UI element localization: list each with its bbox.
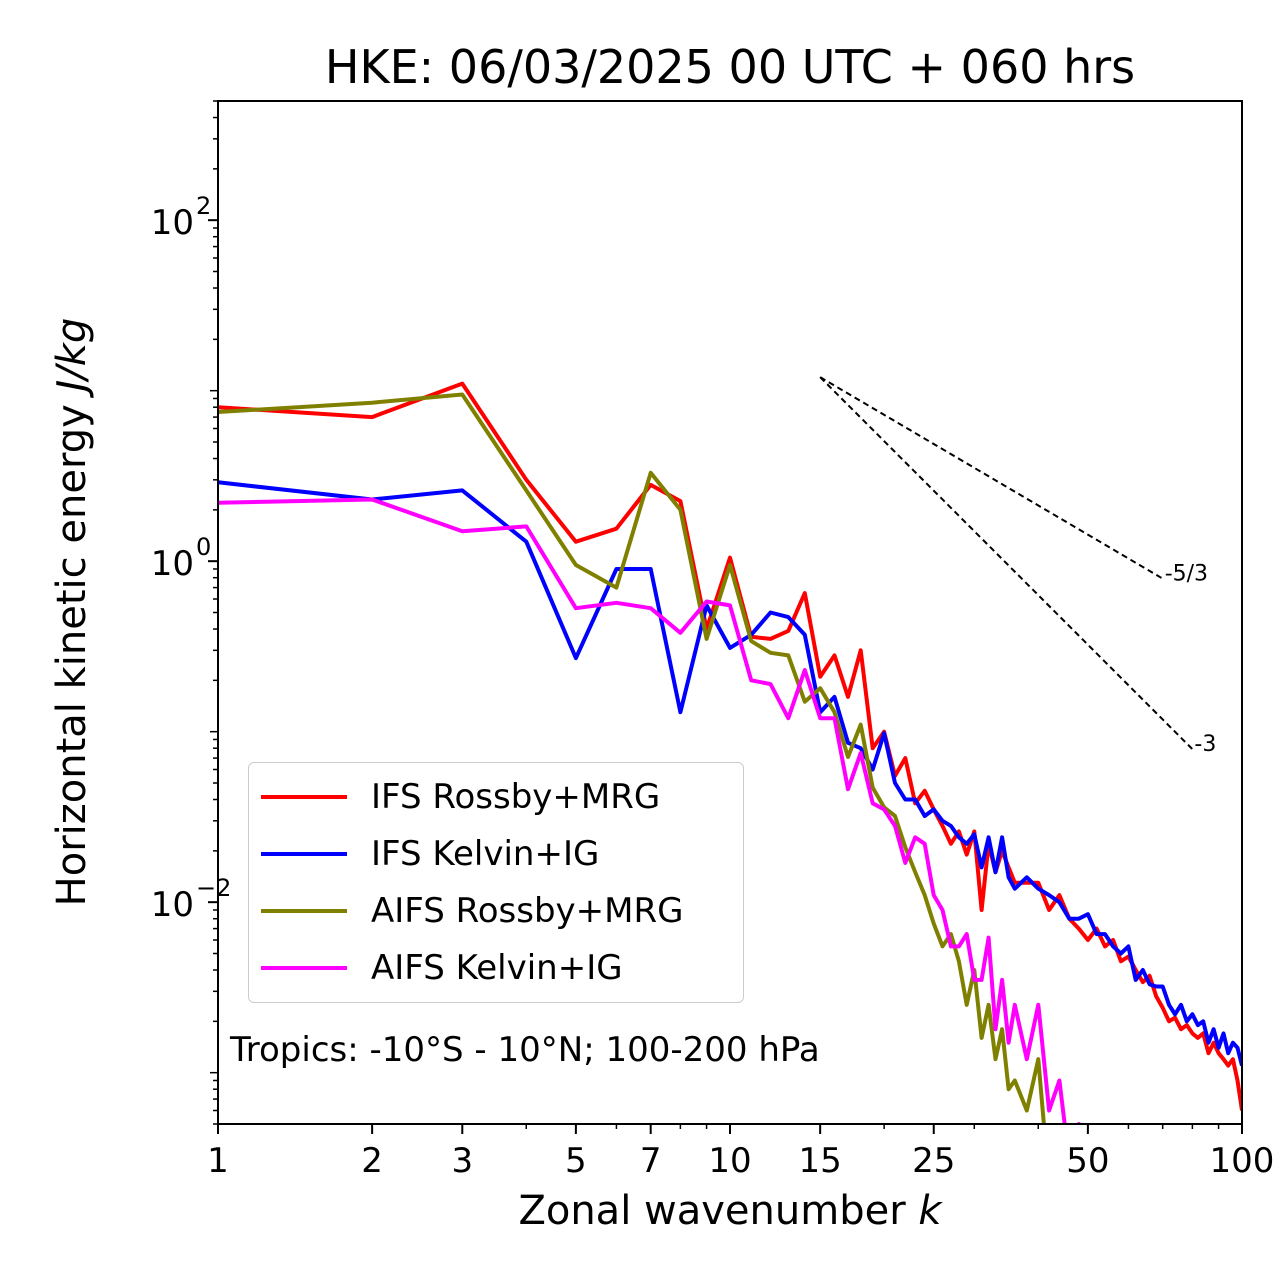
series-line bbox=[218, 392, 1046, 1124]
reference-slope-label: -3 bbox=[1194, 732, 1216, 757]
x-tick-label: 7 bbox=[640, 1141, 662, 1181]
reference-slope-label: -5/3 bbox=[1165, 562, 1208, 587]
y-tick-label: 10 bbox=[151, 544, 194, 584]
legend-item: AIFS Rossby+MRG bbox=[261, 891, 683, 931]
legend-label: AIFS Kelvin+IG bbox=[371, 948, 623, 988]
y-axis-label-units: J/kg bbox=[49, 317, 95, 392]
series-line bbox=[218, 497, 1081, 1124]
legend-swatch bbox=[261, 909, 347, 913]
reference-slope-line bbox=[819, 376, 1194, 750]
legend: IFS Rossby+MRG IFS Kelvin+IG AIFS Rossby… bbox=[248, 762, 744, 1003]
legend-item: AIFS Kelvin+IG bbox=[261, 948, 623, 988]
region-annotation: Tropics: -10°S - 10°N; 100-200 hPa bbox=[230, 1030, 820, 1070]
y-tick-exponent: −2 bbox=[196, 874, 231, 902]
legend-label: IFS Rossby+MRG bbox=[371, 777, 661, 817]
x-tick-label: 5 bbox=[565, 1141, 587, 1181]
x-tick-label: 15 bbox=[799, 1141, 842, 1181]
x-axis-label-var: k bbox=[918, 1188, 942, 1234]
legend-swatch bbox=[261, 966, 347, 970]
y-axis-label-text: Horizontal kinetic energy bbox=[49, 404, 95, 907]
series-group bbox=[218, 381, 1242, 1124]
x-tick-label: 25 bbox=[912, 1141, 955, 1181]
x-axis-label: Zonal wavenumber k bbox=[218, 1188, 1242, 1234]
x-axis-label-text: Zonal wavenumber bbox=[518, 1188, 906, 1234]
x-tick-label: 1 bbox=[207, 1141, 229, 1181]
series-line bbox=[218, 480, 1242, 1067]
legend-label: AIFS Rossby+MRG bbox=[371, 891, 684, 931]
y-tick-exponent: 0 bbox=[196, 533, 211, 561]
y-axis-label: Horizontal kinetic energy J/kg bbox=[49, 318, 95, 907]
reference-slope-line bbox=[819, 376, 1164, 580]
legend-item: IFS Kelvin+IG bbox=[261, 834, 599, 874]
y-tick-label: 10 bbox=[151, 203, 194, 243]
x-tick-label: 2 bbox=[361, 1141, 383, 1181]
legend-swatch bbox=[261, 852, 347, 856]
x-tick-label: 3 bbox=[451, 1141, 473, 1181]
x-tick-label: 100 bbox=[1210, 1141, 1275, 1181]
y-tick-exponent: 2 bbox=[196, 192, 211, 220]
chart-title: HKE: 06/03/2025 00 UTC + 060 hrs bbox=[324, 40, 1136, 94]
legend-item: IFS Rossby+MRG bbox=[261, 777, 660, 817]
x-tick-label: 50 bbox=[1066, 1141, 1109, 1181]
legend-swatch bbox=[261, 795, 347, 799]
y-tick-label: 10 bbox=[151, 885, 194, 925]
x-tick-label: 10 bbox=[708, 1141, 751, 1181]
legend-label: IFS Kelvin+IG bbox=[371, 834, 600, 874]
